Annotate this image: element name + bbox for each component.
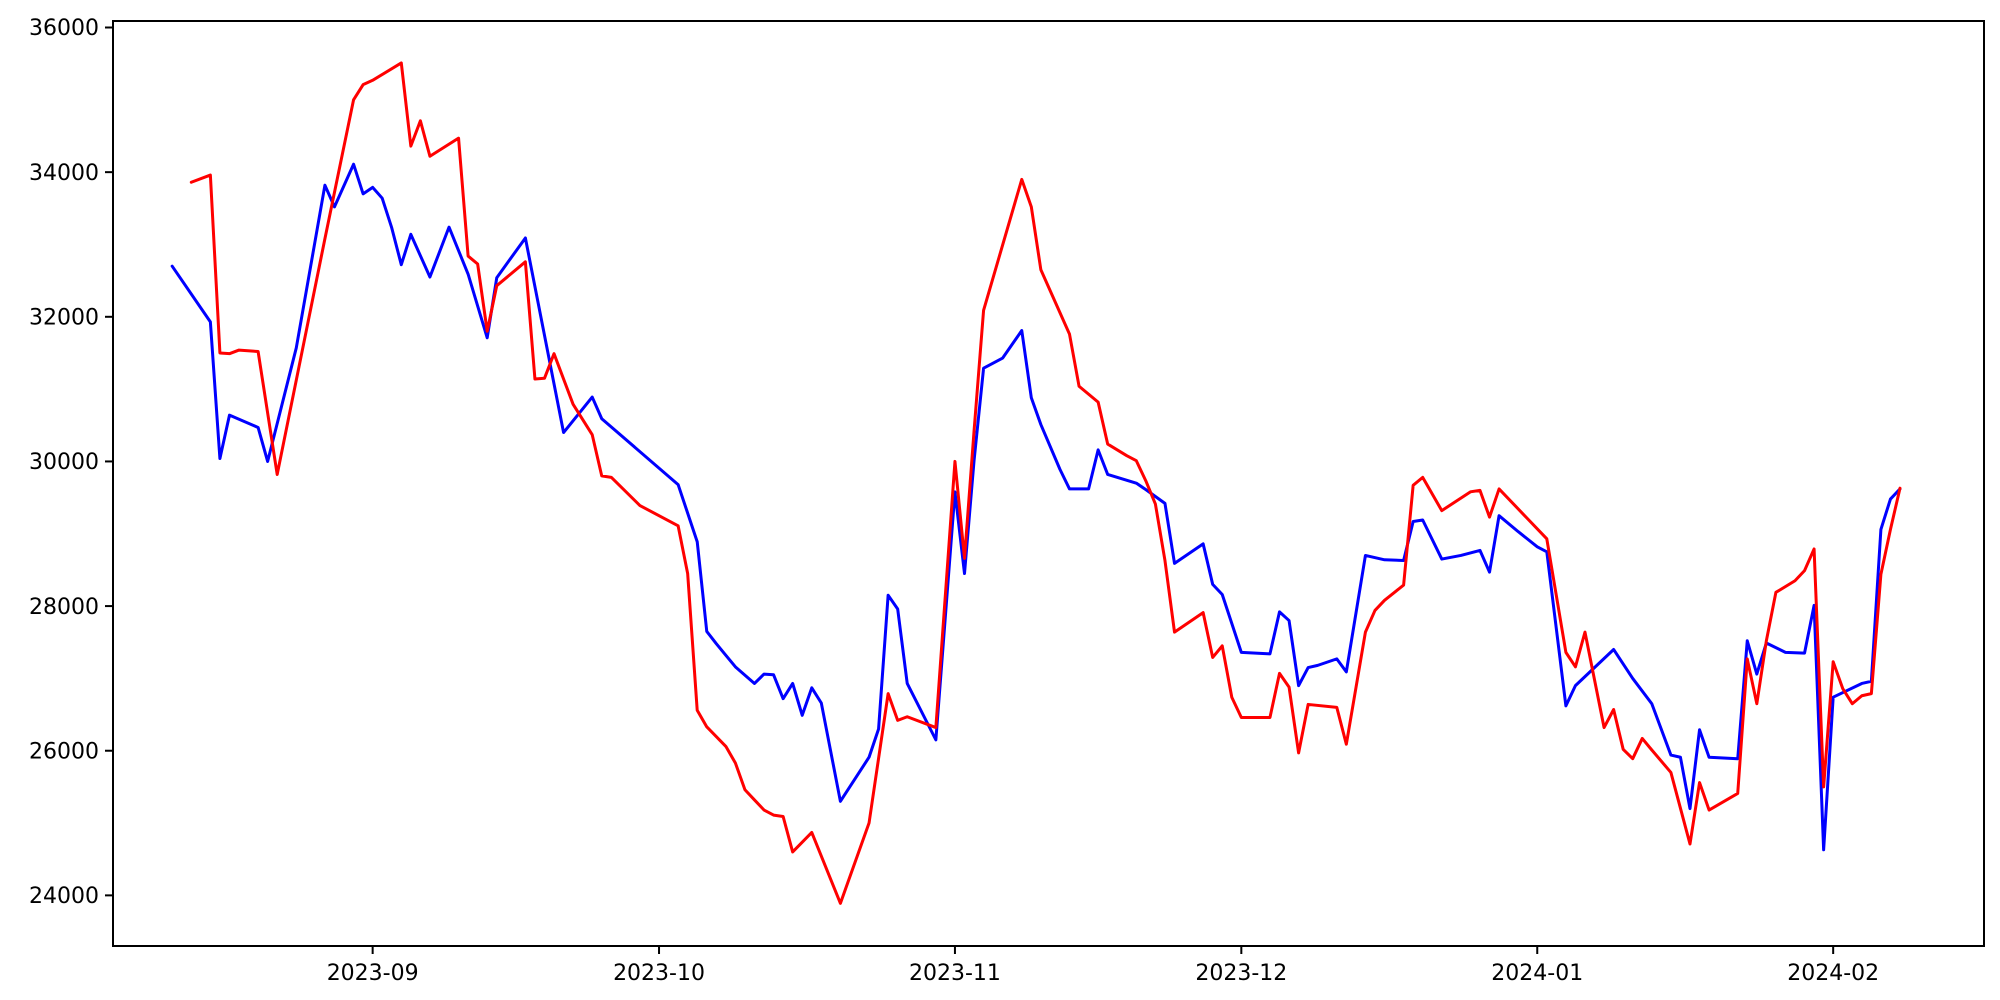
- y-axis-tick-label: 30000: [29, 450, 99, 475]
- y-axis-tick-label: 26000: [29, 739, 99, 764]
- x-axis-tick-label: 2024-02: [1787, 961, 1879, 986]
- x-axis-tick-label: 2023-11: [909, 961, 1001, 986]
- x-axis-tick-label: 2024-01: [1491, 961, 1583, 986]
- x-axis-tick-label: 2023-10: [613, 961, 705, 986]
- series-blue-line: [170, 162, 1902, 852]
- y-axis-tick-label: 24000: [29, 884, 99, 909]
- x-axis-tick-label: 2023-09: [327, 961, 419, 986]
- y-axis-tick-label: 32000: [29, 305, 99, 330]
- series-red-line: [189, 61, 1902, 905]
- y-axis-tick-label: 34000: [29, 161, 99, 186]
- axis-frame: [112, 20, 1985, 947]
- x-axis-tick-label: 2023-12: [1195, 961, 1287, 986]
- y-axis-tick-label: 36000: [29, 16, 99, 41]
- y-axis-tick-label: 28000: [29, 595, 99, 620]
- plot-area: [113, 21, 1984, 946]
